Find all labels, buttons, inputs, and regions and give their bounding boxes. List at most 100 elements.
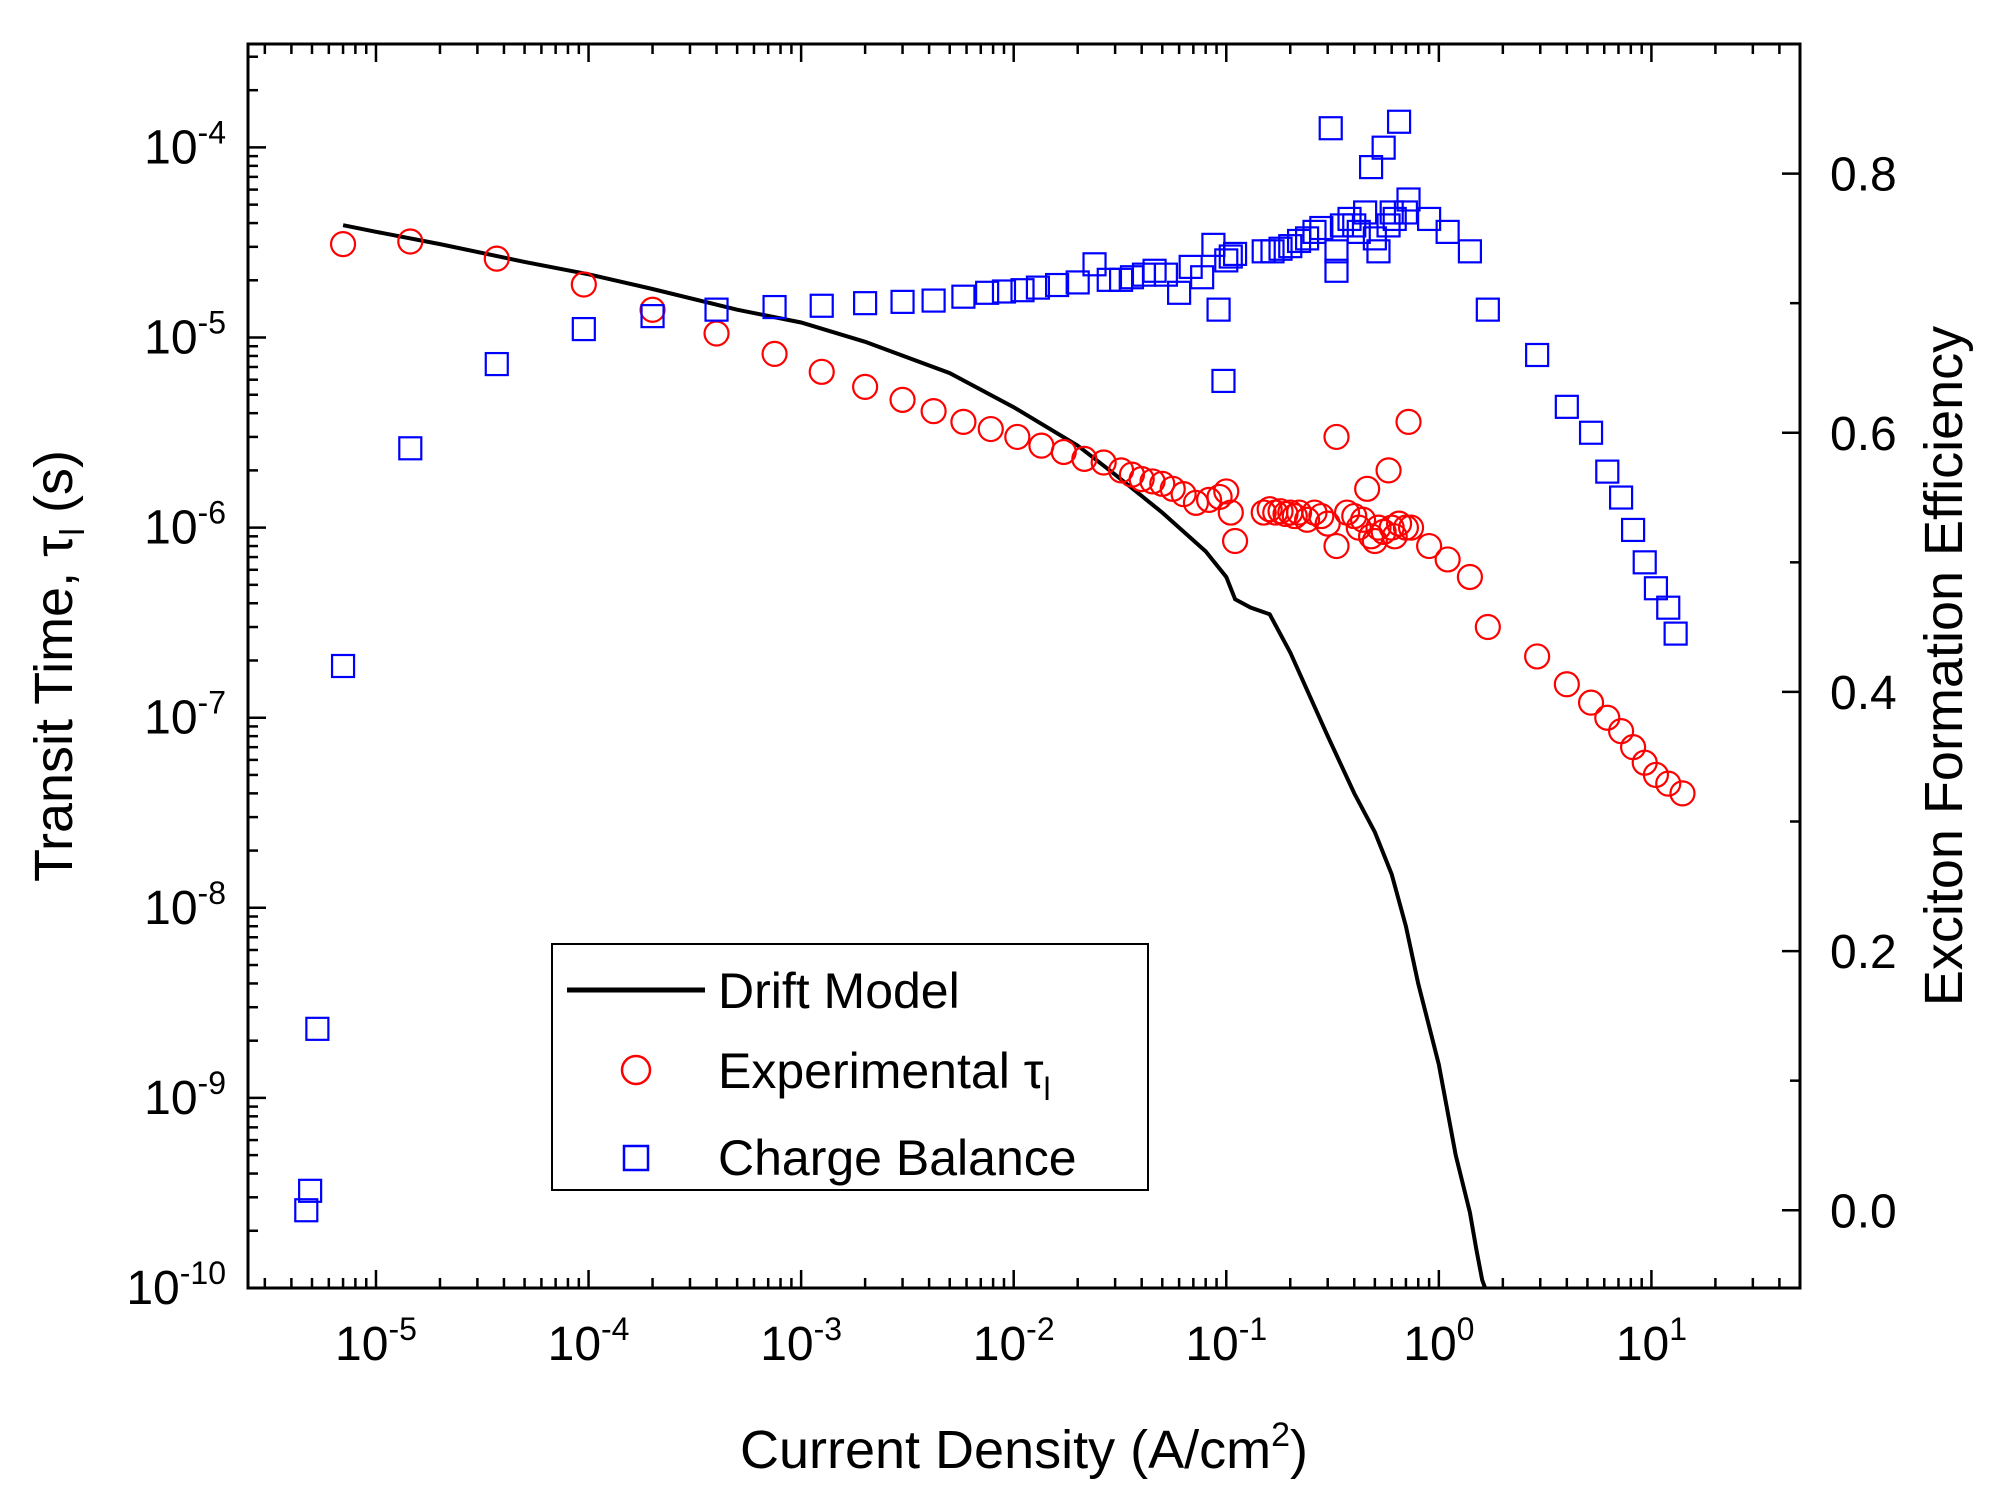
charge-balance-point bbox=[1206, 297, 1231, 322]
experimental-point bbox=[977, 415, 1004, 443]
charge-balance-point bbox=[921, 288, 946, 313]
axis-ticks bbox=[248, 42, 1802, 1290]
tick-base: 10 bbox=[1185, 1318, 1238, 1371]
tick-exponent: -8 bbox=[198, 875, 226, 911]
charge-balance-point bbox=[1417, 206, 1442, 232]
charge-balance-point bbox=[1457, 239, 1483, 264]
experimental-point bbox=[1397, 514, 1425, 541]
y2-tick-label: 0.0 bbox=[1830, 1185, 1897, 1238]
charge-balance-point bbox=[1554, 394, 1579, 419]
charge-balance-point bbox=[1435, 219, 1460, 244]
charge-balance-point bbox=[1167, 280, 1192, 305]
experimental-point bbox=[1594, 704, 1621, 731]
experimental-point bbox=[1308, 502, 1335, 530]
x-tick-label: 101 bbox=[1616, 1311, 1687, 1371]
charge-balance-point bbox=[1358, 155, 1384, 180]
tick-base: 10 bbox=[973, 1318, 1026, 1371]
y-tick-label: 10-7 bbox=[144, 685, 226, 745]
experimental-point bbox=[1375, 457, 1402, 484]
experimental-point bbox=[1090, 449, 1117, 476]
charge-balance-point bbox=[398, 436, 423, 461]
tick-base: 10 bbox=[1616, 1318, 1669, 1371]
tick-base: 10 bbox=[144, 1072, 197, 1125]
tick-exponent: -6 bbox=[198, 495, 226, 531]
charge-balance-point bbox=[1065, 270, 1090, 295]
tick-exponent: -1 bbox=[1239, 1311, 1267, 1347]
experimental-point bbox=[920, 398, 947, 425]
experimental-point bbox=[1217, 499, 1244, 526]
charge-balance-point bbox=[1608, 485, 1634, 510]
tick-exponent: -2 bbox=[1026, 1311, 1054, 1347]
experimental-point bbox=[1474, 613, 1501, 641]
tick-base: 10 bbox=[335, 1318, 388, 1371]
experimental-point bbox=[852, 373, 879, 400]
experimental-point bbox=[1267, 498, 1294, 525]
charge-balance-point bbox=[330, 653, 356, 679]
experimental-point bbox=[1128, 465, 1155, 493]
tick-exponent: -4 bbox=[601, 1311, 629, 1347]
legend-label-charge: Charge Balance bbox=[718, 1130, 1077, 1186]
legend: Drift Model Experimental τl Charge Balan… bbox=[551, 943, 1149, 1191]
plot-frame bbox=[246, 42, 1802, 1290]
y-tick-label: 10-10 bbox=[126, 1255, 226, 1315]
charge-balance-point bbox=[951, 284, 976, 309]
charge-balance-point bbox=[1268, 236, 1293, 261]
tick-base: 10 bbox=[144, 882, 197, 935]
experimental-point bbox=[1385, 510, 1413, 537]
charge-balance-point bbox=[1190, 265, 1215, 290]
y2-tick-label: 0.6 bbox=[1830, 408, 1897, 461]
y-tick-label: 10-8 bbox=[144, 875, 226, 935]
tick-exponent: 1 bbox=[1669, 1311, 1687, 1347]
legend-square-marker bbox=[622, 1144, 650, 1172]
experimental-point bbox=[1281, 502, 1308, 530]
experimental-point bbox=[1256, 496, 1283, 523]
x-tick-label: 10-5 bbox=[335, 1311, 417, 1371]
experimental-point bbox=[1323, 423, 1350, 451]
charge-balance-point bbox=[762, 294, 787, 320]
charge-balance-point bbox=[1376, 213, 1401, 238]
series-layer bbox=[294, 109, 1696, 1289]
x-axis-title: Current Density (A/cm2) bbox=[740, 1416, 1308, 1480]
experimental-point bbox=[1524, 643, 1551, 670]
charge-balance-point bbox=[1393, 200, 1419, 225]
charge-balance-point bbox=[1475, 297, 1500, 322]
experimental-point bbox=[1577, 689, 1605, 716]
y-tick-label: 10-4 bbox=[144, 114, 226, 174]
experimental-point bbox=[483, 245, 510, 272]
experimental-point bbox=[1354, 475, 1381, 502]
charge-balance-point bbox=[1214, 248, 1239, 273]
charge-balance-point bbox=[1396, 187, 1421, 212]
tick-exponent: -5 bbox=[198, 305, 226, 341]
charge-balance-point bbox=[1286, 228, 1312, 254]
experimental-point bbox=[1323, 532, 1350, 560]
x-tick-label: 10-4 bbox=[548, 1311, 630, 1371]
experimental-point bbox=[1293, 506, 1321, 533]
experimental-point bbox=[1619, 734, 1647, 761]
tick-base: 10 bbox=[144, 692, 197, 745]
charge-balance-point bbox=[1218, 244, 1243, 269]
tick-exponent: -7 bbox=[198, 685, 226, 721]
charge-balance-point bbox=[1353, 200, 1378, 225]
charge-balance-point bbox=[1663, 621, 1688, 646]
experimental-point bbox=[1669, 780, 1696, 807]
charge-balance-point bbox=[1362, 226, 1387, 251]
experimental-point bbox=[1553, 671, 1580, 698]
tick-base: 10 bbox=[144, 312, 197, 365]
experimental-point bbox=[1655, 770, 1682, 797]
charge-balance-point bbox=[1278, 234, 1303, 259]
charge-balance-point bbox=[853, 291, 878, 316]
experimental-point bbox=[1395, 408, 1422, 435]
charge-balance-point bbox=[1222, 241, 1248, 267]
charge-balance-point bbox=[1620, 517, 1646, 543]
charge-balance-point bbox=[1211, 368, 1236, 394]
y-tick-label: 10-5 bbox=[144, 305, 226, 365]
charge-balance-point bbox=[1379, 200, 1404, 225]
experimental-point bbox=[1456, 563, 1484, 591]
charge-balance-point bbox=[1096, 267, 1121, 292]
charge-balance-point bbox=[1632, 550, 1657, 575]
experimental-point bbox=[950, 408, 977, 435]
experimental-point bbox=[703, 320, 730, 347]
charge-balance-point bbox=[704, 297, 729, 322]
charge-balance-point bbox=[1371, 135, 1396, 160]
tick-base: 10 bbox=[1403, 1318, 1456, 1371]
